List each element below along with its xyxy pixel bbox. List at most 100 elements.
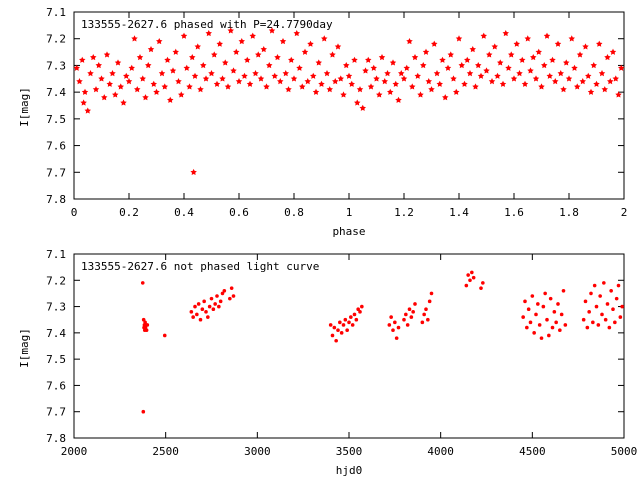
data-point bbox=[345, 328, 349, 333]
data-point bbox=[81, 88, 89, 95]
data-point bbox=[591, 320, 595, 325]
data-point bbox=[332, 325, 337, 330]
data-point bbox=[98, 75, 105, 82]
data-point bbox=[596, 40, 603, 47]
x-tick-label: 2500 bbox=[152, 445, 179, 458]
data-point bbox=[80, 99, 87, 106]
y-tick-label: 7.4 bbox=[46, 86, 66, 99]
data-point bbox=[197, 86, 204, 93]
data-point bbox=[391, 328, 395, 333]
data-point bbox=[153, 88, 160, 95]
data-point bbox=[587, 310, 591, 314]
data-point bbox=[274, 54, 281, 61]
data-point bbox=[565, 75, 573, 82]
data-point bbox=[585, 72, 592, 79]
y-tick-label: 7.1 bbox=[46, 6, 66, 19]
data-point bbox=[600, 312, 604, 317]
data-point bbox=[387, 323, 392, 327]
data-point bbox=[395, 96, 402, 103]
data-point bbox=[502, 29, 509, 37]
x-tick-label: 4000 bbox=[427, 445, 454, 458]
data-point bbox=[428, 86, 435, 93]
data-point bbox=[598, 294, 602, 298]
y-tick-label: 7.7 bbox=[46, 166, 66, 179]
data-point bbox=[455, 35, 463, 42]
data-point bbox=[200, 307, 205, 312]
data-point bbox=[209, 296, 214, 301]
data-point bbox=[252, 70, 259, 77]
data-point bbox=[614, 296, 619, 301]
data-point bbox=[198, 317, 203, 322]
data-point bbox=[582, 43, 589, 50]
data-point bbox=[354, 99, 361, 106]
data-point bbox=[480, 32, 487, 39]
data-point bbox=[420, 320, 425, 325]
data-point bbox=[393, 320, 397, 325]
data-point bbox=[613, 320, 617, 325]
data-point bbox=[350, 323, 355, 327]
data-point bbox=[392, 80, 399, 87]
y-tick-label: 7.2 bbox=[46, 274, 66, 287]
data-point bbox=[296, 64, 303, 71]
y-axis-label: I[mag] bbox=[18, 87, 31, 127]
data-point bbox=[583, 299, 588, 304]
data-point bbox=[442, 94, 449, 101]
data-point bbox=[552, 310, 557, 314]
data-point bbox=[563, 59, 570, 66]
data-point bbox=[354, 317, 359, 322]
y-tick-label: 7.8 bbox=[46, 193, 66, 206]
data-point bbox=[279, 37, 287, 45]
data-point bbox=[618, 315, 623, 319]
data-point bbox=[527, 67, 534, 74]
data-point bbox=[373, 75, 380, 82]
data-point bbox=[205, 29, 212, 37]
plot-frame bbox=[73, 11, 625, 200]
data-point bbox=[207, 304, 212, 309]
data-point bbox=[477, 72, 485, 79]
data-point bbox=[466, 273, 470, 277]
y-tick-label: 7.8 bbox=[46, 432, 66, 445]
data-point bbox=[351, 56, 358, 63]
data-point bbox=[589, 291, 593, 296]
y-tick-label: 7.4 bbox=[46, 327, 66, 340]
data-point bbox=[178, 91, 185, 98]
data-point bbox=[576, 51, 584, 58]
data-point bbox=[230, 67, 237, 74]
data-point bbox=[439, 56, 446, 63]
data-point bbox=[609, 48, 617, 55]
data-point bbox=[378, 54, 386, 61]
data-point bbox=[200, 62, 207, 69]
data-point bbox=[417, 91, 424, 98]
x-tick-label: 1.8 bbox=[559, 206, 579, 219]
data-point bbox=[535, 48, 542, 55]
data-point bbox=[521, 315, 525, 319]
data-point bbox=[532, 75, 540, 82]
data-point bbox=[470, 270, 474, 275]
data-point bbox=[409, 315, 414, 319]
data-point bbox=[601, 86, 608, 93]
data-point bbox=[334, 43, 342, 50]
data-point bbox=[427, 299, 432, 304]
data-point bbox=[323, 70, 331, 77]
data-point bbox=[420, 62, 427, 69]
data-point bbox=[607, 78, 614, 85]
data-point bbox=[139, 75, 146, 82]
data-point bbox=[581, 317, 586, 322]
x-tick-label: 2000 bbox=[61, 445, 88, 458]
y-tick-label: 7.6 bbox=[46, 379, 66, 392]
data-point bbox=[526, 307, 531, 312]
x-tick-label: 1 bbox=[346, 206, 353, 219]
data-point bbox=[436, 80, 443, 87]
data-point bbox=[488, 78, 496, 85]
data-point bbox=[271, 72, 278, 79]
data-point bbox=[602, 281, 606, 285]
data-point bbox=[543, 291, 547, 296]
data-point bbox=[411, 54, 419, 61]
chart-title: 133555-2627.6 not phased light curve bbox=[81, 260, 319, 273]
data-point bbox=[590, 62, 597, 69]
data-point bbox=[464, 56, 471, 63]
data-point bbox=[310, 72, 317, 79]
data-point bbox=[334, 338, 338, 343]
data-point bbox=[321, 35, 328, 42]
data-point bbox=[447, 51, 454, 58]
